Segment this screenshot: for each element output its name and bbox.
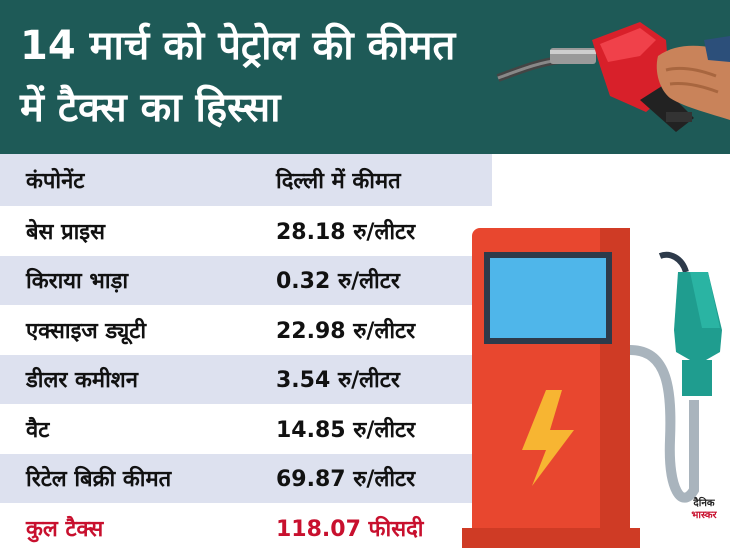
price-cell: 14.85 रु/लीटर <box>276 417 416 443</box>
fuel-nozzle-icon <box>496 22 730 132</box>
total-tax-row: कुल टैक्स 118.07 फीसदी <box>0 503 492 553</box>
title-line-2: में टैक्स का हिस्सा <box>20 85 281 131</box>
component-cell: वैट <box>26 417 50 443</box>
component-cell: रिटेल बिक्री कीमत <box>26 467 172 493</box>
fuel-pump-icon <box>462 228 722 548</box>
table-row: डीलर कमीशन 3.54 रु/लीटर <box>0 354 492 404</box>
table-row: रिटेल बिक्री कीमत 69.87 रु/लीटर <box>0 453 492 503</box>
logo-line-1: दैनिक <box>693 498 715 509</box>
component-cell: एक्साइज ड्यूटी <box>26 318 147 344</box>
price-table: कंपोनेंट दिल्ली में कीमत बेस प्राइस 28.1… <box>0 154 492 553</box>
column-header-price: दिल्ली में कीमत <box>276 169 401 194</box>
component-cell: बेस प्राइस <box>26 219 105 245</box>
lightning-icon <box>522 390 574 486</box>
dainik-bhaskar-logo: दैनिक भास्कर <box>682 498 726 544</box>
component-cell: किराया भाड़ा <box>26 269 129 295</box>
header-banner: 14 मार्च को पेट्रोल की कीमत में टैक्स का… <box>0 0 730 154</box>
column-header-component: कंपोनेंट <box>26 169 85 194</box>
title-line-1: 14 मार्च को पेट्रोल की कीमत <box>20 23 456 69</box>
price-cell: 69.87 रु/लीटर <box>276 467 416 493</box>
price-cell: 0.32 रु/लीटर <box>276 269 400 295</box>
price-cell: 3.54 रु/लीटर <box>276 368 400 394</box>
total-tax-label: कुल टैक्स <box>26 516 104 542</box>
component-cell: डीलर कमीशन <box>26 368 138 394</box>
table-header-row: कंपोनेंट दिल्ली में कीमत <box>0 154 492 206</box>
table-row: वैट 14.85 रु/लीटर <box>0 404 492 454</box>
total-tax-value: 118.07 फीसदी <box>276 516 424 542</box>
table-row: किराया भाड़ा 0.32 रु/लीटर <box>0 255 492 305</box>
table-row: एक्साइज ड्यूटी 22.98 रु/लीटर <box>0 305 492 355</box>
table-row: बेस प्राइस 28.18 रु/लीटर <box>0 206 492 256</box>
price-cell: 28.18 रु/लीटर <box>276 219 416 245</box>
price-cell: 22.98 रु/लीटर <box>276 318 416 344</box>
logo-line-2: भास्कर <box>691 510 717 521</box>
